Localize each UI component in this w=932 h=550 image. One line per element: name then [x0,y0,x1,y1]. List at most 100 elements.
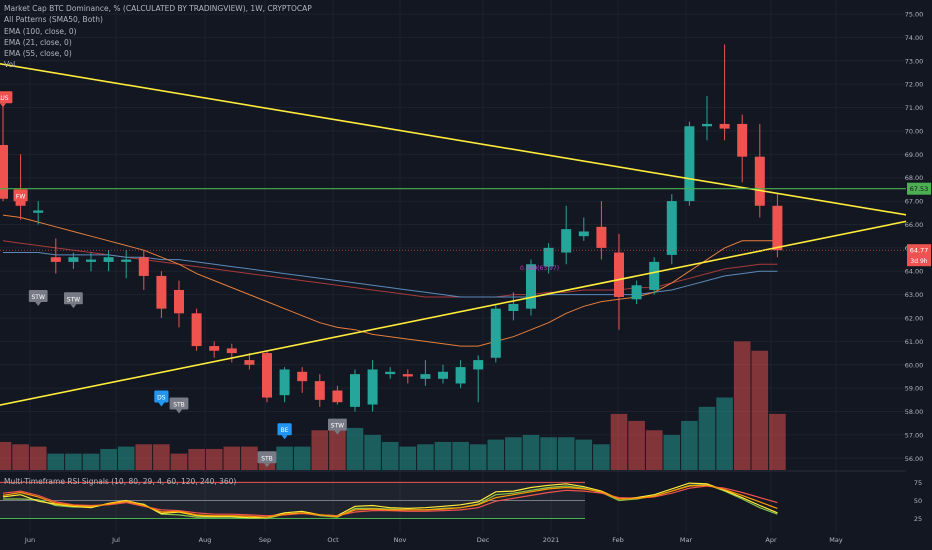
pattern-text: STB [173,402,185,409]
legend-title[interactable]: Market Cap BTC Dominance, % (CALCULATED … [4,4,312,13]
pattern-pointer [35,301,42,306]
volume-bar [469,444,487,470]
legend-ema100[interactable]: EMA (100, close, 0) [4,26,77,36]
volume-bars [0,341,786,470]
candle-body [33,210,44,213]
pattern-badge [13,189,28,202]
candle-body [402,374,413,377]
ema21-line [2,214,778,347]
grid-lines [0,0,932,532]
candle-body [350,374,360,407]
volume-bar [29,446,47,470]
price-tick-label: 70.00 [905,127,924,135]
volume-bar [417,444,434,470]
volume-bar [610,413,628,470]
price-tick-label: 60.00 [905,361,924,369]
time-tick-label: Nov [394,536,407,544]
candle-body [262,353,272,398]
candle-body [332,390,343,403]
candle-body [191,313,202,347]
volume-bar [223,446,241,470]
candle-body [561,229,572,253]
price-tick-label: 64.00 [905,268,924,276]
candle-body [314,381,325,400]
pattern-badge [0,91,13,104]
volume-bar [117,446,135,470]
candle-body [244,360,255,365]
pattern-text: STW [31,294,44,301]
candlesticks [0,44,783,412]
legend-vol[interactable]: Vol [4,60,16,70]
current-price-badge [907,244,931,267]
volume-bar [645,430,663,470]
candle-body [86,259,96,262]
time-tick-label: Aug [199,536,212,544]
volume-bar [346,427,364,470]
current-price-text: 64.77 [910,247,929,255]
horizontal-level-text: 67.53 [910,185,929,193]
price-tick-label: 63.00 [905,291,924,299]
candle-body [490,308,501,358]
candle-body [156,275,167,309]
trendline-descending [0,63,932,220]
rsi-series-line [2,482,778,519]
volume-bar [698,406,716,470]
volume-bar [47,453,65,470]
rsi-tick-label: 75 [914,479,922,487]
pattern-text: FW [16,193,25,200]
horizontal-level-badge [907,182,931,195]
legend-ema21[interactable]: EMA (21, close, 0) [4,37,72,47]
volume-bar [0,441,12,470]
candle-body [209,346,220,351]
volume-bar [769,413,786,470]
volume-bar [170,453,188,470]
rsi-title[interactable]: Multi-Timeframe RSI Signals (10, 80, 29,… [4,477,237,486]
price-axis-bg [906,0,932,550]
time-axis[interactable]: Jun Jul Aug Sep Oct Nov Dec 2021 Feb Mar Apr May [24,536,843,544]
price-labels: 67.53 64.77 3d 9h [907,182,931,267]
time-tick-label: Dec [477,536,490,544]
pattern-badge [154,390,169,403]
volume-bar [135,444,153,470]
volume-bar [628,420,645,470]
chart-legend: Market Cap BTC Dominance, % (CALCULATED … [4,3,312,71]
pattern-text: BE [281,427,289,434]
price-tick-label: 71.00 [905,104,924,112]
volume-bar [716,397,733,470]
pattern-badge [257,451,277,464]
price-axis[interactable]: 75.00 74.00 73.00 72.00 71.00 70.00 69.00 68.00… [905,0,932,550]
volume-bar [241,446,258,470]
volume-bar [487,439,505,470]
price-tick-label: 62.00 [905,315,924,323]
legend-ema55[interactable]: EMA (55, close, 0) [4,49,72,59]
countdown-text: 3d 9h [910,258,927,265]
volume-bar [452,441,469,470]
ema100-line [2,240,778,298]
candle-body [596,226,607,248]
time-tick-label: Sep [259,536,271,544]
pattern-badge [28,289,48,302]
candle-body [526,264,536,309]
time-tick-label: Oct [327,536,339,544]
candle-body [138,257,149,276]
candle-body [121,259,132,262]
pattern-pointer [281,435,288,440]
volume-bar [311,430,329,470]
price-tick-label: 59.00 [905,385,924,393]
price-tick-label: 61.00 [905,338,924,346]
candle-body [473,360,484,370]
rsi-series-line [2,484,778,518]
price-tick-label: 75.00 [905,11,924,19]
pattern-pointer [17,201,24,206]
pattern-pointer [0,103,6,108]
candle-body [508,303,519,311]
volume-bar [505,437,522,470]
candle-body [772,205,783,251]
legend-patterns[interactable]: All Patterns (SMA50, Both) [4,15,103,25]
candle-body [684,126,695,202]
rsi-tick-label: 25 [914,515,922,523]
trendline-ascending [0,215,932,406]
time-tick-label: Jun [24,536,35,544]
price-tick-label: 72.00 [905,81,924,89]
